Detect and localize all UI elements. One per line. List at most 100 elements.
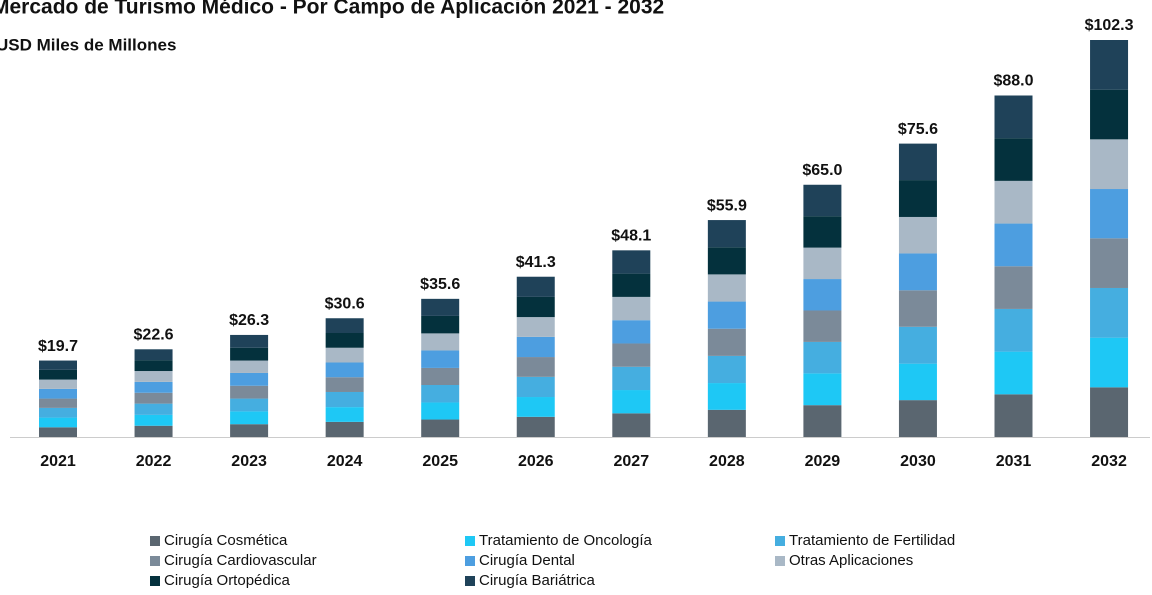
bar-segment — [325, 347, 364, 363]
bar-segment — [898, 326, 937, 364]
bar-segment — [707, 301, 746, 329]
bar-segment — [516, 397, 555, 417]
legend-swatch — [775, 556, 785, 566]
bar-segment — [325, 332, 364, 348]
bar-segment — [516, 376, 555, 398]
bar-segment — [1090, 40, 1129, 90]
total-label: $19.7 — [38, 338, 78, 355]
bar-segment — [803, 310, 842, 342]
bar-segment — [134, 360, 173, 372]
x-tick-label: 2021 — [40, 453, 76, 470]
total-label: $26.3 — [229, 312, 269, 329]
bar-segment — [39, 379, 77, 389]
legend-swatch — [465, 556, 475, 566]
legend-label: Cirugía Dental — [479, 552, 575, 569]
bar-segment — [612, 366, 651, 391]
bar-segment — [134, 403, 173, 415]
bar-segment — [325, 421, 364, 437]
bar-segment — [994, 223, 1033, 267]
bar-segment — [230, 334, 269, 348]
x-tick-label: 2028 — [709, 453, 745, 470]
bar-segment — [994, 95, 1033, 139]
bar-segment — [516, 357, 555, 377]
bar-segment — [803, 341, 842, 374]
total-label: $65.0 — [802, 162, 842, 179]
bar-segment — [230, 424, 269, 437]
x-tick-label: 2023 — [231, 453, 267, 470]
bar-segment — [134, 371, 173, 382]
bar-segment — [516, 276, 555, 297]
bar-segment — [1090, 337, 1129, 388]
bar-segment — [898, 363, 937, 401]
total-label: $88.0 — [993, 73, 1033, 90]
x-tick-label: 2032 — [1091, 453, 1127, 470]
bar-segment — [230, 372, 269, 386]
chart-title: Mercado de Turismo Médico - Por Campo de… — [0, 0, 664, 19]
total-label: $35.6 — [420, 276, 460, 293]
bar-segment — [134, 392, 173, 404]
bar-segment — [612, 390, 651, 414]
bar-segment — [803, 247, 842, 280]
bar-segment — [707, 383, 746, 410]
bar-segment — [994, 138, 1033, 181]
bar-segment — [325, 318, 364, 333]
bar-segment — [612, 250, 651, 274]
legend-swatch — [150, 576, 160, 586]
bar-segment — [325, 391, 364, 408]
bar-segment — [994, 180, 1033, 224]
bar-segment — [707, 274, 746, 302]
bar-segment — [39, 398, 77, 408]
bar-segment — [39, 407, 77, 418]
bar-segment — [516, 296, 555, 318]
bar-segment — [421, 367, 460, 385]
bar-segment — [230, 385, 269, 399]
bar-segment — [325, 407, 364, 422]
bar-segment — [898, 216, 937, 254]
x-tick-label: 2031 — [996, 453, 1032, 470]
bar-segment — [994, 266, 1033, 309]
bar-segment — [612, 296, 651, 321]
bar-segment — [994, 308, 1033, 352]
bar-segment — [1090, 189, 1129, 239]
bar-segment — [612, 413, 651, 437]
bar-segment — [230, 398, 269, 412]
legend-label: Cirugía Bariátrica — [479, 572, 596, 589]
bar-segment — [707, 247, 746, 275]
x-tick-label: 2027 — [614, 453, 650, 470]
legend-label: Tratamiento de Fertilidad — [789, 532, 955, 549]
legend-swatch — [465, 576, 475, 586]
bar-segment — [1090, 287, 1129, 338]
total-label: $75.6 — [898, 121, 938, 138]
bar-segment — [898, 290, 937, 327]
bar-segment — [612, 273, 651, 297]
bar-segment — [803, 184, 842, 217]
total-label: $22.6 — [134, 327, 174, 344]
bar-segment — [421, 384, 460, 403]
bar-segment — [230, 360, 269, 373]
total-label: $41.3 — [516, 254, 556, 271]
bar-segment — [803, 216, 842, 248]
bar-segment — [39, 427, 77, 437]
total-label: $102.3 — [1085, 17, 1134, 34]
bar-segment — [39, 417, 77, 428]
legend-label: Tratamiento de Oncología — [479, 532, 653, 549]
legend-swatch — [775, 536, 785, 546]
bar-segment — [230, 347, 269, 361]
bar-segment — [1090, 387, 1129, 437]
bar-segment — [134, 349, 173, 361]
bar-segment — [707, 409, 746, 437]
bar-segment — [707, 355, 746, 384]
x-tick-label: 2022 — [136, 453, 172, 470]
x-tick-label: 2029 — [805, 453, 841, 470]
legend-label: Cirugía Cardiovascular — [164, 552, 317, 569]
bar-segment — [994, 394, 1033, 437]
total-label: $48.1 — [611, 228, 651, 245]
bar-segment — [325, 377, 364, 392]
legend-swatch — [150, 536, 160, 546]
bar-segment — [516, 336, 555, 358]
bar-segment — [421, 402, 460, 420]
bar-segment — [230, 411, 269, 425]
bar-segment — [134, 425, 173, 437]
